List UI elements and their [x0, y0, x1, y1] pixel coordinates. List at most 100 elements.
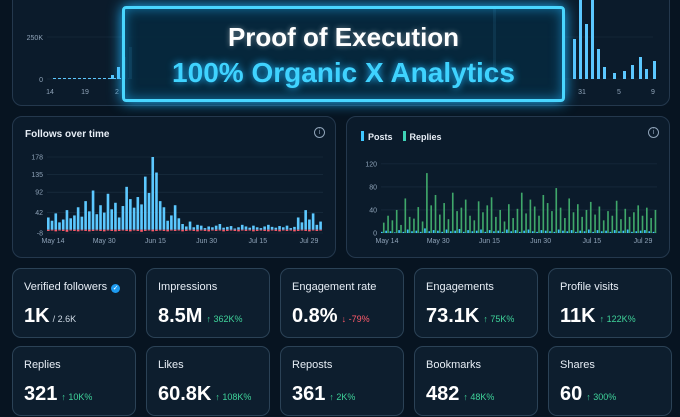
card-value: 8.5M [158, 305, 203, 327]
posts-bar [549, 231, 551, 233]
impressions-bar [53, 78, 56, 79]
x-tick-label: 31 [578, 89, 586, 96]
series-0-bar [151, 157, 155, 230]
series-1-bar [91, 229, 95, 231]
posts-bar [501, 231, 504, 233]
replies-bar [620, 219, 622, 233]
card-reposts[interactable]: Reposts 361 ↑ 2K% [280, 346, 404, 416]
series-0-bar [125, 186, 128, 230]
legend-posts[interactable]: Posts [361, 131, 393, 142]
replies-bar [413, 218, 415, 233]
impressions-bar [113, 78, 116, 79]
series-1-bar [281, 229, 285, 231]
replies-bar [572, 212, 575, 233]
card-value: 361 [292, 383, 326, 405]
replies-bar [400, 224, 402, 233]
card-profile-visits[interactable]: Profile visits 11K ↑ 122K% [548, 268, 672, 338]
series-0-bar [199, 225, 203, 230]
series-0-bar [188, 221, 192, 230]
series-1-bar [226, 229, 229, 231]
card-engagement-rate[interactable]: Engagement rate 0.8% ↓ -79% [280, 268, 404, 338]
info-icon[interactable]: i [314, 127, 325, 138]
series-1-bar [158, 229, 162, 231]
replies-bar [654, 209, 657, 233]
posts-bar [506, 229, 508, 233]
card-impressions[interactable]: Impressions 8.5M ↑ 362K% [146, 268, 270, 338]
card-total: / 2.6K [52, 314, 77, 324]
replies-bar [404, 198, 407, 233]
replies-bar [594, 214, 596, 233]
posts-bar [527, 229, 530, 233]
card-value: 73.1K [426, 305, 480, 327]
posts-bar [484, 231, 487, 233]
series-0-bar [248, 227, 252, 230]
series-1-bar [300, 229, 304, 231]
posts-bar [411, 231, 413, 233]
card-value: 0.8% [292, 305, 338, 327]
posts-bar [570, 230, 573, 233]
card-label-text: Verified followers [24, 281, 108, 293]
card-likes[interactable]: Likes 60.8K ↑ 108K% [146, 346, 270, 416]
posts-bar [618, 231, 620, 233]
series-0-bar [252, 225, 255, 230]
card-label: Reposts [292, 359, 333, 371]
series-1-bar [54, 229, 58, 232]
impressions-bar [117, 67, 120, 79]
x-tick-label: Jun 30 [530, 238, 551, 245]
series-0-bar [136, 197, 140, 230]
card-bookmarks[interactable]: Bookmarks 482 ↑ 48K% [414, 346, 538, 416]
info-icon[interactable]: i [648, 127, 659, 138]
y-tick-label: 92 [35, 190, 43, 197]
series-0-bar [166, 220, 169, 230]
series-0-bar [69, 218, 72, 230]
card-verified-followers[interactable]: Verified followers ✓ 1K/ 2.6K [12, 268, 136, 338]
series-0-bar [95, 214, 99, 230]
series-0-bar [207, 226, 210, 230]
card-replies[interactable]: Replies 321 ↑ 10K% [12, 346, 136, 416]
card-label: Engagements [426, 281, 494, 293]
posts-bar [480, 229, 482, 233]
impressions-bar [63, 78, 66, 79]
replies-bar [546, 203, 549, 233]
series-0-bar [80, 216, 84, 230]
card-label: Shares [560, 359, 595, 371]
series-0-bar [117, 217, 121, 230]
replies-bar [646, 207, 648, 233]
series-1-bar [80, 229, 84, 231]
posts-bar [419, 231, 422, 233]
series-0-bar [129, 199, 132, 230]
replies-bar [568, 198, 571, 233]
replies-bar [542, 194, 545, 233]
chart-legend: Posts Replies [361, 131, 442, 142]
card-label: Replies [24, 359, 61, 371]
card-engagements[interactable]: Engagements 73.1K ↑ 75K% [414, 268, 538, 338]
series-1-bar [136, 229, 140, 231]
replies-bar [533, 206, 536, 233]
replies-bar [559, 207, 562, 233]
series-0-bar [99, 205, 102, 230]
card-label: Likes [158, 359, 184, 371]
replies-bar [495, 216, 497, 233]
posts-bar [605, 230, 607, 233]
series-1-bar [259, 229, 263, 231]
series-0-bar [267, 224, 270, 230]
replies-bar [443, 203, 445, 233]
impressions-bar [645, 69, 648, 79]
series-1-bar [185, 229, 188, 231]
impressions-bar [88, 78, 91, 79]
series-1-bar [166, 229, 169, 232]
series-0-bar [47, 217, 50, 230]
replies-bar [551, 211, 553, 233]
x-tick-label: May 14 [376, 238, 399, 245]
series-0-bar [192, 227, 196, 230]
series-0-bar [196, 224, 199, 230]
series-1-bar [233, 229, 237, 231]
y-tick-label: 40 [369, 207, 377, 214]
impressions-bar [98, 78, 101, 79]
legend-replies[interactable]: Replies [402, 131, 442, 142]
impressions-bar [613, 73, 616, 79]
series-1-bar [84, 229, 87, 231]
series-1-bar [151, 229, 155, 232]
card-shares[interactable]: Shares 60 ↑ 300% [548, 346, 672, 416]
posts-bar [432, 230, 435, 233]
